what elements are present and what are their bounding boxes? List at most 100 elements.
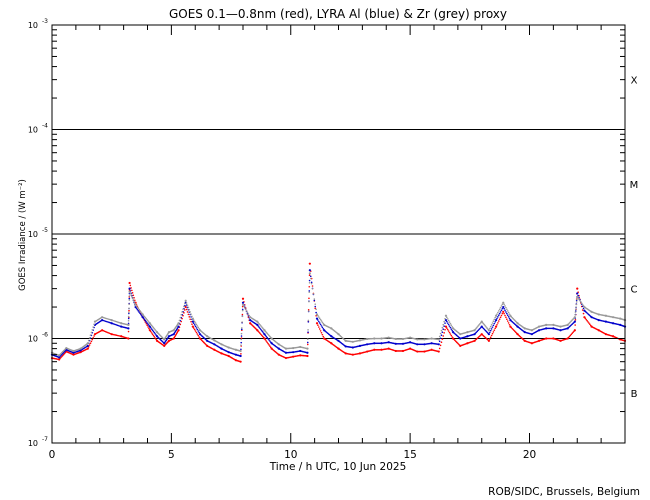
trace-dot	[444, 328, 446, 331]
series	[50, 262, 627, 363]
data-point	[502, 305, 505, 309]
trace-dot	[500, 314, 503, 317]
x-tick-label: 5	[168, 449, 175, 461]
trace-dot	[317, 324, 319, 326]
trace-dot	[277, 353, 279, 355]
trace-dot	[197, 326, 200, 329]
trace-dot	[310, 282, 313, 285]
trace-dot	[437, 350, 439, 353]
trace-dot	[100, 329, 103, 332]
trace-dot	[498, 318, 501, 321]
trace-dot	[497, 311, 499, 314]
trace-dot	[446, 316, 448, 319]
trace-dot	[444, 317, 446, 320]
trace-dot	[438, 335, 441, 338]
trace-dot	[500, 309, 503, 312]
trace-dot	[551, 324, 554, 326]
trace-dot	[264, 338, 267, 341]
trace-dot	[571, 332, 573, 335]
trace-dot	[113, 333, 115, 336]
y-tick-exponent: -4	[42, 123, 48, 130]
trace-dot	[260, 333, 262, 336]
trace-dot	[318, 326, 320, 328]
trace-dot	[450, 324, 453, 327]
trace-dot	[180, 313, 183, 316]
trace-dot	[442, 335, 445, 337]
trace-dot	[93, 335, 95, 337]
trace-dot	[307, 331, 309, 333]
trace-dot	[493, 329, 496, 331]
trace-dot	[321, 321, 324, 324]
trace-dot	[408, 341, 411, 344]
trace-dot	[247, 313, 250, 315]
trace-dot	[575, 303, 578, 306]
trace-dot	[490, 324, 493, 326]
trace-dot	[246, 311, 249, 314]
trace-dot	[401, 350, 403, 352]
trace-dot	[312, 293, 315, 295]
trace-dot	[134, 302, 136, 304]
trace-dot	[472, 340, 475, 342]
trace-dot	[443, 325, 445, 327]
trace-dot	[195, 323, 198, 326]
trace-dot	[506, 320, 509, 322]
trace-dot	[142, 317, 145, 320]
trace-dot	[580, 301, 582, 303]
trace-dot	[582, 312, 585, 315]
trace-dot	[78, 348, 81, 350]
trace-dot	[574, 308, 577, 311]
trace-dot	[308, 279, 311, 282]
trace-dot	[192, 322, 195, 325]
trace-dot	[589, 324, 592, 327]
trace-dot	[162, 344, 165, 347]
trace-dot	[114, 334, 117, 336]
trace-dot	[530, 329, 532, 331]
chart-title: GOES 0.1—0.8nm (red), LYRA Al (blue) & Z…	[169, 7, 507, 21]
trace-dot	[506, 314, 509, 317]
trace-dot	[317, 314, 319, 317]
trace-dot	[91, 338, 94, 341]
trace-dot	[365, 338, 368, 340]
trace-dot	[143, 315, 146, 318]
trace-dot	[172, 329, 174, 332]
trace-dot	[162, 337, 165, 340]
trace-dot	[138, 308, 140, 311]
trace-dot	[269, 335, 271, 338]
trace-dot	[135, 307, 138, 310]
trace-dot	[131, 292, 134, 294]
trace-dot	[351, 353, 353, 356]
trace-dot	[507, 322, 510, 324]
trace-dot	[317, 319, 319, 321]
trace-dot	[268, 344, 270, 346]
trace-dot	[489, 329, 492, 332]
trace-dot	[291, 347, 294, 349]
trace-dot	[129, 284, 132, 287]
data-point	[128, 287, 131, 290]
trace-dot	[451, 329, 454, 332]
trace-dot	[240, 337, 243, 339]
trace-dot	[241, 305, 244, 308]
trace-dot	[257, 321, 260, 324]
trace-dot	[588, 322, 590, 324]
trace-dot	[57, 356, 60, 358]
trace-dot	[450, 328, 453, 330]
trace-dot	[266, 336, 268, 339]
trace-dot	[480, 334, 482, 336]
trace-dot	[186, 311, 189, 313]
flare-class-label: B	[631, 389, 638, 400]
trace-dot	[181, 311, 183, 313]
trace-dot	[494, 327, 496, 330]
flare-class-label: X	[631, 76, 638, 87]
trace-dot	[182, 308, 184, 310]
trace-dot	[313, 299, 316, 302]
trace-dot	[320, 325, 323, 327]
trace-dot	[119, 325, 121, 327]
trace-dot	[291, 356, 294, 358]
data-point	[308, 272, 311, 275]
trace-dot	[506, 318, 508, 321]
trace-dot	[196, 328, 199, 331]
trace-dot	[137, 307, 140, 310]
data-point	[494, 318, 498, 322]
trace-dot	[336, 339, 339, 342]
trace-dot	[440, 329, 443, 332]
